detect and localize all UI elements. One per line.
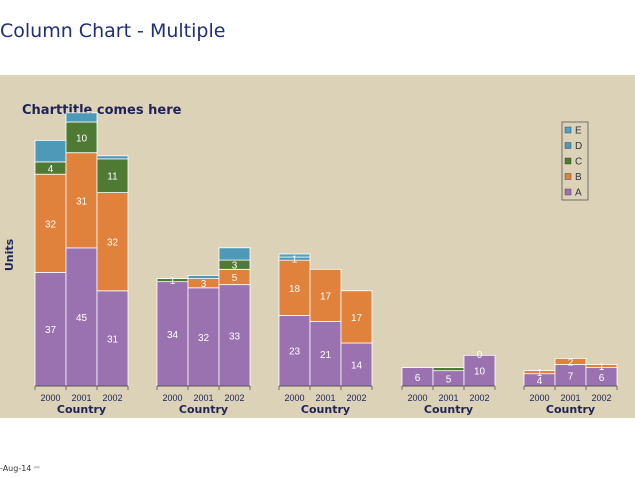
stacked-column-chart: Charttitle comes here Units 373242000453… <box>3 103 618 416</box>
x-tick-label: 2000 <box>284 393 304 403</box>
x-tick-label: 2002 <box>346 393 366 403</box>
x-tick-label: 2000 <box>40 393 60 403</box>
bar-segment-B-g1-2001 <box>65 152 98 249</box>
data-label: 32 <box>107 238 119 249</box>
legend-label-B: B <box>575 172 582 183</box>
data-label: 10 <box>474 367 486 378</box>
x-tick-label: 2001 <box>315 393 335 403</box>
data-label: 18 <box>289 284 301 295</box>
data-label: 5 <box>446 374 452 385</box>
data-label: 32 <box>45 219 57 230</box>
data-label: 23 <box>289 347 301 358</box>
bar-segment-B-g1-2000 <box>34 173 67 273</box>
x-tick-label: 2001 <box>560 393 580 403</box>
data-label: 1 <box>537 368 543 379</box>
x-tick-label: 2002 <box>224 393 244 403</box>
x-tick-label: 2000 <box>407 393 427 403</box>
legend-label-C: C <box>575 157 582 168</box>
data-label: 33 <box>229 331 241 342</box>
x-tick-label: 2000 <box>162 393 182 403</box>
page-title: Column Chart - Multiple <box>0 20 226 42</box>
legend-box <box>561 121 589 201</box>
legend-swatch-C <box>564 157 572 165</box>
chart-title: Charttitle comes here <box>22 103 182 118</box>
bar-segment-C-g1-2001 <box>65 121 98 154</box>
chart-panel: Charttitle comes here Units 37 32 4 2000 45 3… <box>0 75 635 418</box>
data-label: 31 <box>107 334 119 345</box>
group-axis-label: Country <box>546 403 595 416</box>
x-tick-label: 2000 <box>529 393 549 403</box>
data-label: 6 <box>415 373 421 384</box>
group-axis-label: Country <box>179 403 228 416</box>
bar-segment-C-g4-2001 <box>432 367 465 372</box>
legend-swatch-E <box>564 126 572 134</box>
data-label: 37 <box>45 325 57 336</box>
data-label: 0 <box>477 350 483 361</box>
bar-segment-D-g2-2001 <box>187 275 220 279</box>
legend-swatch-D <box>564 142 572 149</box>
x-tick-label: 2001 <box>438 393 458 403</box>
data-label: 17 <box>351 313 363 324</box>
bar-segment-A-g3-2002 <box>340 342 373 387</box>
data-label: 31 <box>76 196 88 207</box>
data-label: 34 <box>167 330 179 341</box>
bar-segment-A-g2-2001 <box>187 287 220 387</box>
x-tick-label: 2001 <box>193 393 213 403</box>
group-axis-label: Country <box>57 403 106 416</box>
bar-segment-B-g5-2001 <box>554 357 587 365</box>
group-axis-label: Country <box>424 403 473 416</box>
bar-segment-B-g3-2001 <box>309 268 342 322</box>
x-tick-label: 2002 <box>591 393 611 403</box>
legend-swatch-B <box>564 173 572 180</box>
x-tick-label: 2002 <box>469 393 489 403</box>
data-label: 1 <box>599 362 605 373</box>
plot-area: 37324200045311020013132112002Country3412… <box>34 112 618 416</box>
bar-segment-D-g2-2002 <box>218 247 251 261</box>
bar-segment-B-g5-2002 <box>585 364 618 368</box>
data-label: 11 <box>107 172 118 183</box>
bar-segment-D-g1-2000 <box>34 140 67 163</box>
data-label: 5 <box>232 273 238 284</box>
footer-date: -Aug-14 <box>0 464 32 473</box>
data-label: 17 <box>320 291 332 302</box>
x-tick-label: 2002 <box>102 393 122 403</box>
footer-arrow-icon: ➦ <box>33 462 41 472</box>
bar-segment-A-g2-2002 <box>218 284 251 387</box>
data-label: 21 <box>320 350 332 361</box>
data-label: 6 <box>599 373 605 384</box>
data-label: 32 <box>198 333 210 344</box>
bar-segment-B-g3-2002 <box>340 290 373 344</box>
legend-label-A: A <box>575 188 582 199</box>
data-label: 45 <box>76 313 88 324</box>
bar-segment-A-g1-2001 <box>65 247 98 387</box>
legend-label-D: D <box>575 141 582 152</box>
bar-segment-A-g3-2001 <box>309 321 342 387</box>
data-label: 1 <box>292 255 298 266</box>
legend-label-E: E <box>575 126 582 137</box>
data-label: 4 <box>537 376 543 387</box>
data-label: 4 <box>48 164 54 175</box>
bar-segment-D-g1-2002 <box>96 155 129 160</box>
data-label: 14 <box>351 361 363 372</box>
x-tick-label: 2001 <box>71 393 91 403</box>
data-label: 7 <box>568 371 574 382</box>
bar-segment-C-g1-2002 <box>96 158 129 194</box>
data-label: 3 <box>232 261 238 272</box>
y-axis-label: Units <box>3 238 16 271</box>
bar-segment-E-g3-2000 <box>278 253 311 258</box>
data-label: 10 <box>76 133 88 144</box>
legend-swatch-A <box>564 188 572 196</box>
bar-segment-A-g1-2000 <box>34 271 67 387</box>
bar-segment-D-g1-2001 <box>65 112 98 123</box>
data-label: 3 <box>201 279 207 290</box>
data-label: 1 <box>170 276 176 287</box>
data-label: 2 <box>568 357 574 368</box>
group-axis-label: Country <box>301 403 350 416</box>
bar-segment-B-g1-2002 <box>96 192 129 292</box>
